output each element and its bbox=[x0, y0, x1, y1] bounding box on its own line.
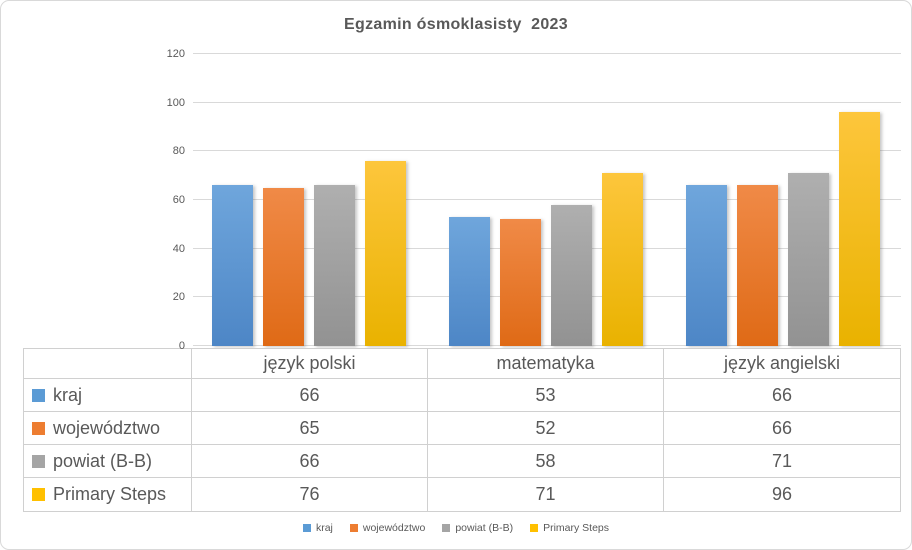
bar-kraj-język-angielski bbox=[685, 185, 727, 346]
gridline-60 bbox=[193, 199, 901, 200]
value-kraj-język-polski: 66 bbox=[192, 379, 428, 412]
bar-powiat-b-b-język-angielski bbox=[787, 173, 829, 346]
bar-group-język-angielski bbox=[664, 54, 901, 346]
series-name: województwo bbox=[53, 417, 161, 438]
value-primary-steps-język-angielski: 96 bbox=[771, 484, 793, 504]
category-header-matematyka: matematyka bbox=[428, 349, 664, 379]
chart-title: Egzamin ósmoklasisty 2023 bbox=[344, 16, 568, 33]
legend-item-kraj: kraj bbox=[302, 522, 333, 534]
series-name: powiat (B-B) bbox=[53, 450, 153, 471]
bar-województwo-język-angielski bbox=[736, 185, 778, 346]
bar-województwo-język-polski bbox=[263, 187, 305, 346]
legend-label-województwo: województwo bbox=[362, 522, 426, 534]
legend-label-primary-steps: Primary Steps bbox=[543, 522, 610, 534]
y-tick-label-0: 0 bbox=[178, 340, 185, 352]
series-label-województwo: województwo bbox=[24, 412, 192, 445]
bar-group-język-polski bbox=[191, 54, 428, 346]
bar-kraj-matematyka bbox=[448, 217, 490, 346]
legend-label-kraj: kraj bbox=[315, 522, 333, 534]
bar-primary-steps-matematyka bbox=[601, 173, 643, 346]
value-kraj-język-angielski: 66 bbox=[664, 379, 900, 412]
y-tick-label-40: 40 bbox=[172, 242, 185, 255]
plot-area bbox=[191, 53, 901, 346]
series-name: Primary Steps bbox=[53, 484, 167, 504]
gridline-40 bbox=[193, 247, 901, 249]
y-tick-label-20: 20 bbox=[172, 291, 185, 304]
gridline-120 bbox=[193, 53, 901, 54]
value-województwo-język-polski: 65 bbox=[192, 412, 428, 445]
bar-powiat-b-b-matematyka bbox=[550, 204, 592, 346]
legend-item-primary-steps: Primary Steps bbox=[530, 522, 609, 534]
gridline-20 bbox=[193, 296, 901, 298]
value-primary-steps-matematyka: 71 bbox=[428, 478, 664, 511]
value-powiat-b-b-język-angielski: 71 bbox=[664, 445, 900, 478]
gridline-0 bbox=[193, 345, 901, 346]
series-label-powiat-b-b: powiat (B-B) bbox=[24, 445, 192, 478]
category-header-język-polski: język polski bbox=[192, 349, 428, 379]
legend-swatch-województwo bbox=[349, 524, 358, 532]
gridline-80 bbox=[193, 150, 901, 152]
legend-swatch-powiat-b-b bbox=[442, 524, 451, 532]
series-swatch-powiat-b-b bbox=[32, 454, 45, 468]
y-tick-label-120: 120 bbox=[166, 48, 185, 60]
category-header-język-angielski: język angielski bbox=[664, 349, 900, 379]
bar-powiat-b-b-język-polski bbox=[314, 185, 356, 346]
series-swatch-primary-steps bbox=[32, 488, 45, 501]
value-primary-steps-język-polski: 76 bbox=[192, 478, 428, 511]
legend-item-powiat-b-b: powiat (B-B) bbox=[442, 522, 513, 534]
legend-item-województwo: województwo bbox=[349, 522, 426, 534]
value-powiat-b-b-język-polski: 66 bbox=[192, 445, 428, 478]
data-table: język polski matematyka język angielski kra… bbox=[23, 348, 901, 512]
value-województwo-matematyka: 52 bbox=[428, 412, 664, 445]
y-tick-label-60: 60 bbox=[172, 194, 185, 206]
value-kraj-matematyka: 53 bbox=[428, 379, 664, 412]
bar-województwo-matematyka bbox=[499, 219, 541, 346]
series-label-kraj: kraj bbox=[24, 379, 192, 412]
y-tick-label-80: 80 bbox=[172, 145, 185, 158]
bar-kraj-język-polski bbox=[212, 185, 254, 346]
table-corner-cell bbox=[24, 349, 192, 379]
series-name: kraj bbox=[53, 384, 83, 405]
series-label-primary-steps: Primary Steps bbox=[24, 478, 192, 511]
legend-swatch-primary-steps bbox=[530, 524, 539, 532]
series-swatch-województwo bbox=[32, 421, 45, 435]
chart-legend: kraj województwo powiat (B-B) Primary Steps bbox=[1, 522, 911, 534]
value-województwo-język-angielski: 66 bbox=[664, 412, 900, 445]
bar-primary-steps-język-angielski bbox=[838, 112, 880, 346]
series-swatch-kraj bbox=[32, 388, 45, 402]
legend-label-powiat-b-b: powiat (B-B) bbox=[455, 522, 514, 534]
gridline-100 bbox=[193, 101, 901, 103]
y-tick-label-100: 100 bbox=[166, 96, 185, 109]
bar-group-matematyka bbox=[428, 54, 665, 346]
legend-swatch-kraj bbox=[302, 524, 311, 532]
bar-primary-steps-język-polski bbox=[365, 161, 407, 346]
value-powiat-b-b-matematyka: 58 bbox=[428, 445, 664, 478]
